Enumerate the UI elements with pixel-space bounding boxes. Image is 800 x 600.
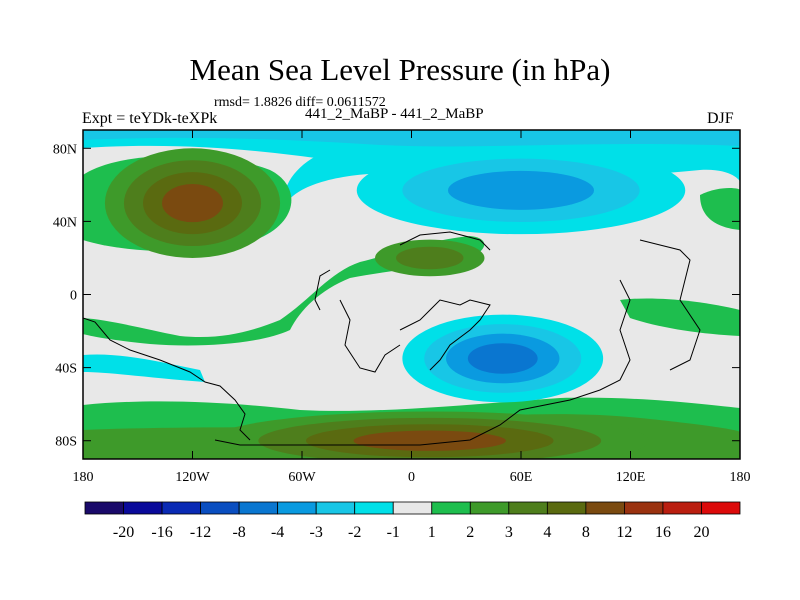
colorbar-label: -8 [232,524,245,541]
colorbar-swatch [200,501,240,515]
colorbar-label: -3 [310,524,323,541]
colorbar-swatch [238,501,279,515]
y-tick-label: 80S [55,435,77,450]
colorbar-swatch [662,501,702,515]
stats-line: rmsd= 1.8826 diff= 0.0611572 [214,95,386,110]
colorbar-swatch [354,501,394,515]
eurasia-low-level-neg3 [448,170,594,210]
colorbar-label: -1 [387,524,400,541]
y-tick-label: 40N [53,215,77,230]
colorbar-swatch [469,501,510,515]
colorbar-label: 12 [616,524,632,541]
y-tick-label: 40S [55,362,77,377]
colorbar-label: -2 [348,524,361,541]
x-axis: 180 120W 60W 0 60E 120E 180 [73,130,751,485]
southern-cyan-strip [83,354,205,382]
x-tick-label: 120E [616,470,646,485]
colorbar-label: 1 [428,524,436,541]
indian-ocean-green [620,298,740,336]
colorbar-swatch [701,501,741,515]
colorbar-swatch [392,501,433,515]
season-label: DJF [707,110,734,127]
colorbar-swatch [624,501,664,515]
colorbar-label: 2 [466,524,474,541]
y-tick-label: 80N [53,142,77,157]
colorbar-swatch [546,501,587,515]
experiment-label: Expt = teYDk-teXPk [82,110,218,127]
experiment-subtitle: 441_2_MaBP - 441_2_MaBP [305,106,484,122]
colorbar-label: -4 [271,524,284,541]
colorbar-swatch [585,501,625,515]
x-tick-label: 0 [408,470,415,485]
tropical-high-level-3 [396,246,464,270]
coastline [83,231,701,446]
x-tick-label: 180 [73,470,94,485]
colorbar-swatch [123,501,163,515]
colorbar: -20 -16 -12 -8 -4 -3 -2 -1 1 2 3 4 8 12 16 20 [84,501,741,541]
colorbar-swatch [277,501,317,515]
atlantic-green-patch [700,187,740,230]
chart-title: Mean Sea Level Pressure (in hPa) [189,52,611,87]
colorbar-swatch [508,501,548,515]
north-pacific-high-level-8 [162,184,223,223]
colorbar-label: 3 [505,524,513,541]
x-tick-label: 180 [730,470,751,485]
x-tick-label: 120W [175,470,210,485]
colorbar-swatch [161,501,201,515]
colorbar-label: -16 [151,524,172,541]
x-tick-label: 60E [510,470,533,485]
y-tick-label: 0 [70,289,77,304]
anomaly-field [83,130,740,459]
colorbar-label: 8 [582,524,590,541]
colorbar-swatch [315,501,356,515]
colorbar-label: 16 [655,524,671,541]
y-axis: 80N 40N 0 40S 80S [53,142,740,450]
x-tick-label: 60W [288,470,316,485]
colorbar-label: 20 [693,524,709,541]
colorbar-label: -12 [190,524,211,541]
antarctic-high-level-8 [353,430,506,451]
colorbar-label: 4 [543,524,551,541]
colorbar-swatch [431,501,471,515]
southern-low-level-neg4 [467,343,538,374]
colorbar-swatch [84,501,124,515]
colorbar-label: -20 [113,524,134,541]
arctic-blue-band [83,130,740,147]
